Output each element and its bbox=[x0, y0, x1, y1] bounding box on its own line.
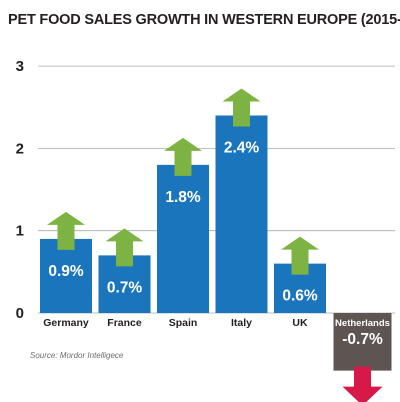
bar bbox=[40, 238, 92, 313]
bar-group-germany: 0.9% Germany bbox=[40, 211, 92, 329]
bar bbox=[157, 164, 209, 313]
category-label: Netherlands bbox=[335, 318, 390, 329]
bar bbox=[333, 313, 392, 371]
category-label: Spain bbox=[169, 317, 198, 329]
bar-group-netherlands: Netherlands -0.7% bbox=[333, 313, 392, 402]
arrow-up-icon bbox=[222, 88, 261, 127]
data-label: 0.6% bbox=[282, 288, 318, 305]
y-tick-label: 2 bbox=[16, 140, 24, 157]
bar-group-france: 0.7% France bbox=[98, 228, 151, 329]
y-tick-label: 0 bbox=[16, 305, 24, 322]
arrow-up-icon bbox=[281, 236, 319, 275]
arrow-down-icon bbox=[342, 366, 383, 402]
data-label: 1.8% bbox=[165, 189, 201, 206]
chart-title: PET FOOD SALES GROWTH IN WESTERN EUROPE … bbox=[8, 12, 400, 28]
bar-group-uk: 0.6% UK bbox=[274, 236, 326, 329]
arrow-up-icon bbox=[164, 137, 202, 176]
bars: 0.9% Germany 0.7% France 1.8% Spain 2.4% Italy 0… bbox=[40, 88, 392, 402]
category-label: Germany bbox=[43, 317, 89, 329]
bar-group-italy: 2.4% Italy bbox=[215, 88, 268, 329]
y-tick-label: 3 bbox=[16, 58, 24, 75]
arrow-up-icon bbox=[47, 211, 85, 250]
category-label: Italy bbox=[231, 317, 252, 329]
data-label: 2.4% bbox=[224, 139, 260, 156]
bar bbox=[215, 115, 268, 313]
y-tick-label: 1 bbox=[16, 223, 24, 240]
category-label: France bbox=[107, 317, 142, 329]
bar-group-spain: 1.8% Spain bbox=[157, 137, 209, 329]
category-label: UK bbox=[292, 317, 308, 329]
y-axis-ticks: 0 1 2 3 bbox=[16, 58, 24, 322]
source-note: Source: Mordor Intelligece bbox=[30, 351, 124, 360]
data-label: -0.7% bbox=[342, 331, 383, 348]
arrow-up-icon bbox=[105, 228, 144, 267]
data-label: 0.7% bbox=[107, 279, 143, 296]
data-label: 0.9% bbox=[48, 263, 84, 280]
